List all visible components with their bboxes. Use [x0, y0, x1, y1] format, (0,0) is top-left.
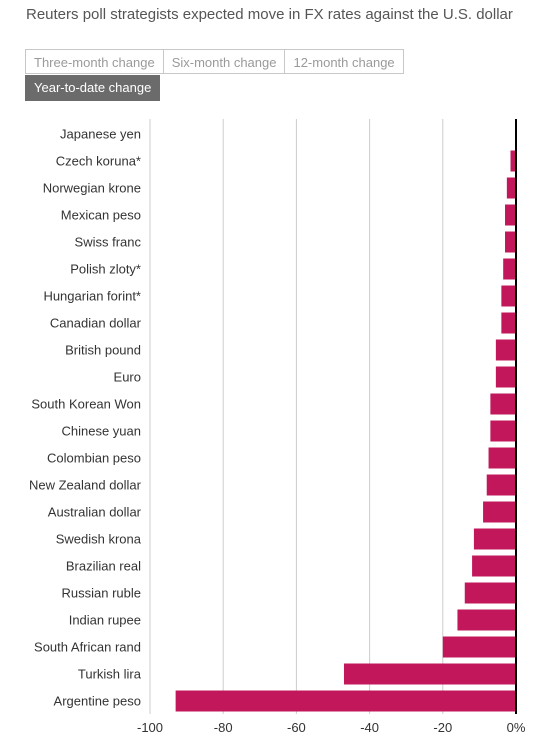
- bar: [472, 555, 516, 577]
- category-label: South Korean Won: [31, 397, 141, 412]
- x-tick-label: 0%: [507, 720, 526, 735]
- category-label: Australian dollar: [48, 505, 142, 520]
- category-label: Mexican peso: [61, 208, 141, 223]
- bar: [510, 150, 516, 172]
- bars: [175, 150, 516, 712]
- tab-year-to-date-change[interactable]: Year-to-date change: [25, 75, 161, 101]
- category-label: New Zealand dollar: [29, 478, 142, 493]
- bar: [495, 366, 516, 388]
- category-label: Norwegian krone: [43, 181, 141, 196]
- x-tick-label: -80: [214, 720, 233, 735]
- x-axis-ticks: -100 -80 -60 -40 -20 0%: [137, 720, 526, 735]
- x-tick-label: -60: [287, 720, 306, 735]
- x-tick-label: -100: [137, 720, 163, 735]
- bar: [488, 447, 516, 469]
- x-tick-label: -20: [433, 720, 452, 735]
- tab-12-month-change[interactable]: 12-month change: [284, 49, 404, 74]
- category-label: South African rand: [34, 640, 141, 655]
- tab-bar: Three-month change Six-month change 12-m…: [25, 49, 404, 101]
- category-label: Swiss franc: [75, 235, 142, 250]
- bar: [495, 339, 516, 361]
- bar: [490, 393, 516, 415]
- category-label: Canadian dollar: [50, 316, 142, 331]
- bar: [343, 663, 516, 685]
- bar: [457, 609, 516, 631]
- bar: [503, 258, 516, 280]
- bar: [506, 177, 516, 199]
- category-label: Brazilian real: [66, 559, 141, 574]
- bar: [483, 501, 516, 523]
- bar: [442, 636, 516, 658]
- category-labels: Japanese yen Czech koruna* Norwegian krone…: [29, 127, 142, 709]
- bar: [175, 690, 516, 712]
- category-label: Chinese yuan: [62, 424, 142, 439]
- category-label: Turkish lira: [78, 667, 142, 682]
- category-label: Japanese yen: [60, 127, 141, 142]
- category-label: Hungarian forint*: [43, 289, 141, 304]
- bar: [505, 204, 516, 226]
- category-label: Polish zloty*: [70, 262, 141, 277]
- category-label: Russian ruble: [62, 586, 142, 601]
- category-label: Swedish krona: [56, 532, 142, 547]
- category-label: Indian rupee: [69, 613, 141, 628]
- chart-title: Reuters poll strategists expected move i…: [26, 6, 513, 23]
- bar: [473, 528, 516, 550]
- x-tick-label: -40: [360, 720, 379, 735]
- bar: [505, 231, 516, 253]
- category-label: Euro: [114, 370, 141, 385]
- bar: [486, 474, 516, 496]
- bar: [464, 582, 516, 604]
- category-label: British pound: [65, 343, 141, 358]
- category-label: Argentine peso: [54, 694, 141, 709]
- bar: [501, 285, 516, 307]
- gridlines: [149, 119, 444, 714]
- category-label: Colombian peso: [47, 451, 141, 466]
- bar: [490, 420, 516, 442]
- bar: [501, 312, 516, 334]
- category-label: Czech koruna*: [56, 154, 141, 169]
